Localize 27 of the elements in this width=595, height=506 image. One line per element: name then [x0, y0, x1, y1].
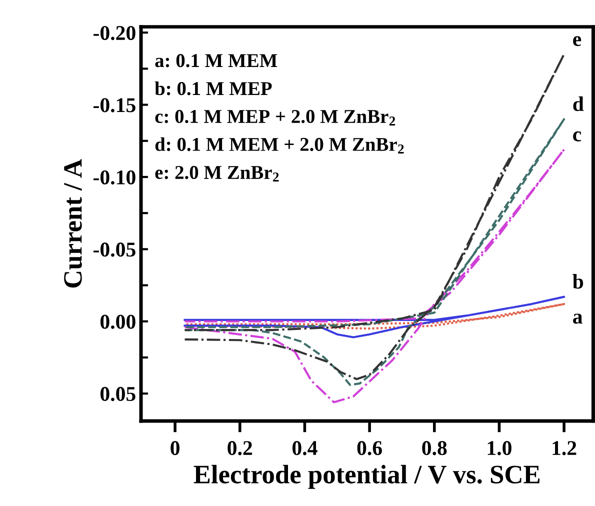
- annotation: c: 0.1 M MEP + 2.0 M ZnBr$_{2}$: [155, 110, 396, 126]
- x-tick-label: 0: [170, 441, 180, 456]
- x-axis-title: Electrode potential / V vs. SCE: [194, 464, 540, 489]
- series-label: b: [572, 274, 584, 289]
- annotation: a: 0.1 M MEM: [155, 54, 278, 68]
- annotation: b: 0.1 M MEP: [154, 81, 272, 96]
- y-axis-title: Current / A: [64, 159, 82, 288]
- annotation: d: 0.1 M MEM + 2.0 M ZnBr$_{2}$: [155, 137, 404, 154]
- x-tick-label: 0.4: [292, 441, 318, 456]
- series-label: d: [573, 96, 584, 112]
- line-series: [184, 296, 566, 338]
- line-series: [184, 302, 566, 330]
- x-tick-label: 0.8: [422, 441, 447, 456]
- series-label: e: [573, 36, 582, 46]
- x-tick-label: 0.2: [228, 441, 252, 456]
- series-label: c: [573, 131, 582, 142]
- y-tick-label: -0.05: [94, 242, 136, 257]
- y-tick-label: 0.05: [100, 386, 136, 402]
- series-label: a: [573, 314, 582, 324]
- annotation: e: 2.0 M ZnBr$_{2}$: [155, 166, 279, 182]
- x-tick-label: 0.6: [357, 441, 382, 456]
- y-tick-label: -0.10: [94, 170, 136, 185]
- y-tick-label: 0.00: [100, 314, 136, 329]
- y-tick-label: -0.15: [94, 98, 136, 112]
- x-tick-label: 1.2: [552, 441, 576, 456]
- x-tick-label: 1.0: [488, 441, 512, 456]
- y-tick-label: -0.20: [94, 26, 136, 40]
